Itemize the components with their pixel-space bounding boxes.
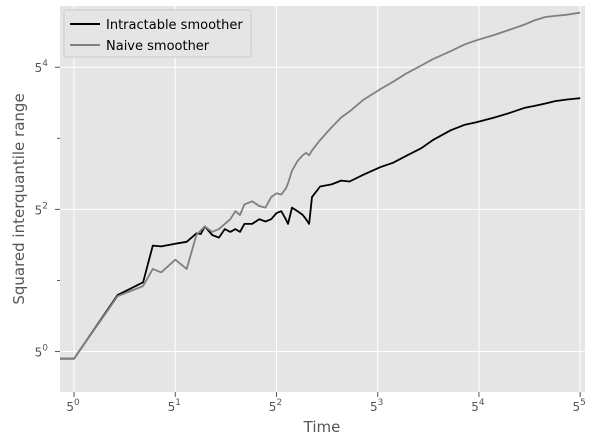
legend-label-1: Naive smoother [106, 39, 210, 54]
grid [60, 6, 585, 392]
legend: Intractable smoother Naive smoother [63, 9, 252, 58]
x-tick-label-2: 52 [269, 398, 282, 414]
series-line-1 [60, 11, 581, 360]
plot-background [60, 6, 585, 392]
series-line-0 [60, 97, 581, 360]
x-tick-label-3: 53 [370, 398, 383, 414]
x-tick-label-5: 55 [572, 398, 585, 414]
x-axis-label: Time [303, 418, 341, 436]
series-lines [60, 11, 581, 360]
legend-box [63, 9, 252, 58]
y-tick-label-1: 52 [35, 201, 48, 217]
legend-label-0: Intractable smoother [106, 18, 243, 33]
y-axis-label: Squared interquantile range [10, 93, 28, 304]
axis-ticks: 5051525354555052545658 [35, 59, 586, 414]
x-tick-label-1: 51 [168, 398, 181, 414]
y-tick-label-2: 54 [35, 59, 49, 75]
x-tick-label-4: 54 [471, 398, 485, 414]
x-tick-label-0: 50 [66, 398, 80, 414]
y-tick-label-0: 50 [35, 344, 49, 360]
